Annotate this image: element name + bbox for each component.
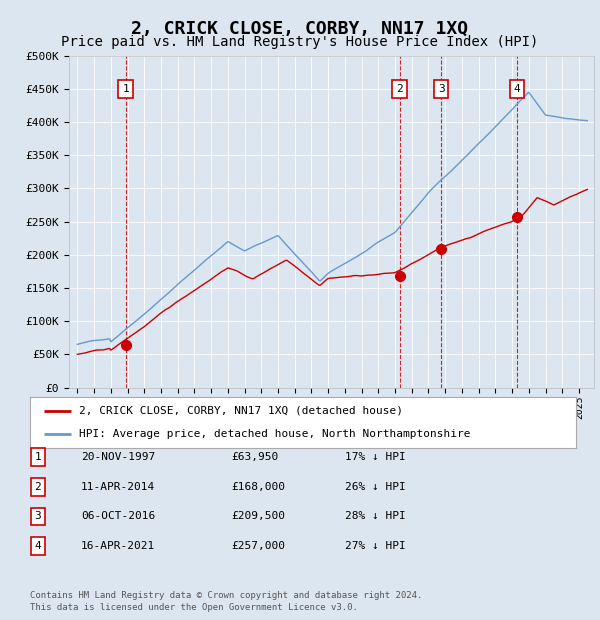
Text: 17% ↓ HPI: 17% ↓ HPI — [345, 452, 406, 462]
Text: 26% ↓ HPI: 26% ↓ HPI — [345, 482, 406, 492]
Text: 2, CRICK CLOSE, CORBY, NN17 1XQ (detached house): 2, CRICK CLOSE, CORBY, NN17 1XQ (detache… — [79, 405, 403, 415]
Text: 4: 4 — [514, 84, 520, 94]
Text: 2, CRICK CLOSE, CORBY, NN17 1XQ: 2, CRICK CLOSE, CORBY, NN17 1XQ — [131, 20, 469, 38]
Text: £209,500: £209,500 — [231, 512, 285, 521]
Text: 06-OCT-2016: 06-OCT-2016 — [81, 512, 155, 521]
Text: 3: 3 — [34, 512, 41, 521]
Text: 2: 2 — [397, 84, 403, 94]
Text: 27% ↓ HPI: 27% ↓ HPI — [345, 541, 406, 551]
Text: 1: 1 — [34, 452, 41, 462]
Text: 4: 4 — [34, 541, 41, 551]
Text: £63,950: £63,950 — [231, 452, 278, 462]
Text: £257,000: £257,000 — [231, 541, 285, 551]
Text: 1: 1 — [122, 84, 129, 94]
Text: 20-NOV-1997: 20-NOV-1997 — [81, 452, 155, 462]
Text: £168,000: £168,000 — [231, 482, 285, 492]
Text: 16-APR-2021: 16-APR-2021 — [81, 541, 155, 551]
Text: Contains HM Land Registry data © Crown copyright and database right 2024.: Contains HM Land Registry data © Crown c… — [30, 590, 422, 600]
Text: Price paid vs. HM Land Registry's House Price Index (HPI): Price paid vs. HM Land Registry's House … — [61, 35, 539, 50]
Text: HPI: Average price, detached house, North Northamptonshire: HPI: Average price, detached house, Nort… — [79, 429, 470, 439]
Text: 28% ↓ HPI: 28% ↓ HPI — [345, 512, 406, 521]
Text: This data is licensed under the Open Government Licence v3.0.: This data is licensed under the Open Gov… — [30, 603, 358, 612]
Text: 3: 3 — [438, 84, 445, 94]
Text: 11-APR-2014: 11-APR-2014 — [81, 482, 155, 492]
Text: 2: 2 — [34, 482, 41, 492]
